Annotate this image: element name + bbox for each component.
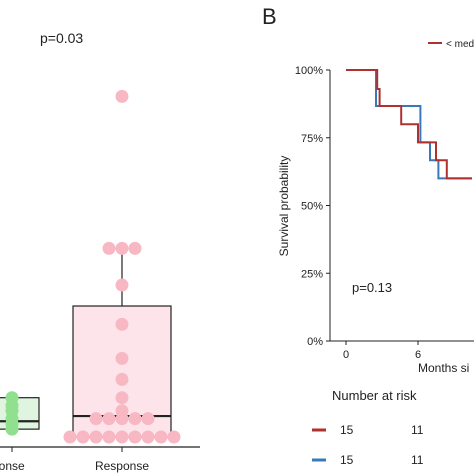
x-axis-title: Months si xyxy=(418,361,469,375)
data-point xyxy=(102,412,116,426)
survival-panel: B < med Survival probability 0% 25% 50% 75%… xyxy=(262,4,474,467)
data-point xyxy=(102,241,116,255)
risk-value: 15 xyxy=(340,453,354,467)
data-point xyxy=(154,430,168,444)
legend-label: < med xyxy=(446,39,474,50)
data-point xyxy=(115,391,129,405)
data-point xyxy=(167,430,181,444)
data-point xyxy=(115,278,129,292)
y-tick-label: 100% xyxy=(295,65,323,77)
data-point xyxy=(115,430,129,444)
x-tick-label: 0 xyxy=(343,349,349,361)
risk-value: 15 xyxy=(340,423,354,437)
data-point xyxy=(76,430,90,444)
data-point xyxy=(115,241,129,255)
risk-table-title: Number at risk xyxy=(332,388,417,403)
survival-curve xyxy=(346,69,472,180)
data-point xyxy=(115,351,129,365)
y-axis-title: Survival probability xyxy=(277,156,291,257)
y-tick-label: 50% xyxy=(301,201,323,213)
risk-value: 11 xyxy=(411,423,424,437)
x-tick-label: 6 xyxy=(415,349,421,361)
data-point xyxy=(128,241,142,255)
data-point xyxy=(115,317,129,331)
data-point xyxy=(102,430,116,444)
data-point xyxy=(115,89,129,103)
y-tick-label: 75% xyxy=(301,133,323,145)
panel-label-b: B xyxy=(262,4,277,29)
x-tick-label-response: Response xyxy=(95,459,149,473)
x-tick-label-nonresponse: ponse xyxy=(0,459,25,473)
p-value-annotation: p=0.13 xyxy=(352,280,392,295)
data-point xyxy=(89,412,103,426)
boxplot-panel: p=0.03 ponse Response xyxy=(0,30,200,473)
y-tick-label: 25% xyxy=(301,268,323,280)
data-point xyxy=(89,430,103,444)
risk-value: 11 xyxy=(411,453,424,467)
data-point xyxy=(115,372,129,386)
y-tick-label: 0% xyxy=(307,336,323,348)
data-point xyxy=(115,404,129,418)
data-point xyxy=(128,412,142,426)
data-point xyxy=(5,391,19,405)
p-value-annotation: p=0.03 xyxy=(40,30,83,46)
data-point xyxy=(141,430,155,444)
data-point xyxy=(128,430,142,444)
data-point xyxy=(63,430,77,444)
data-point xyxy=(141,412,155,426)
